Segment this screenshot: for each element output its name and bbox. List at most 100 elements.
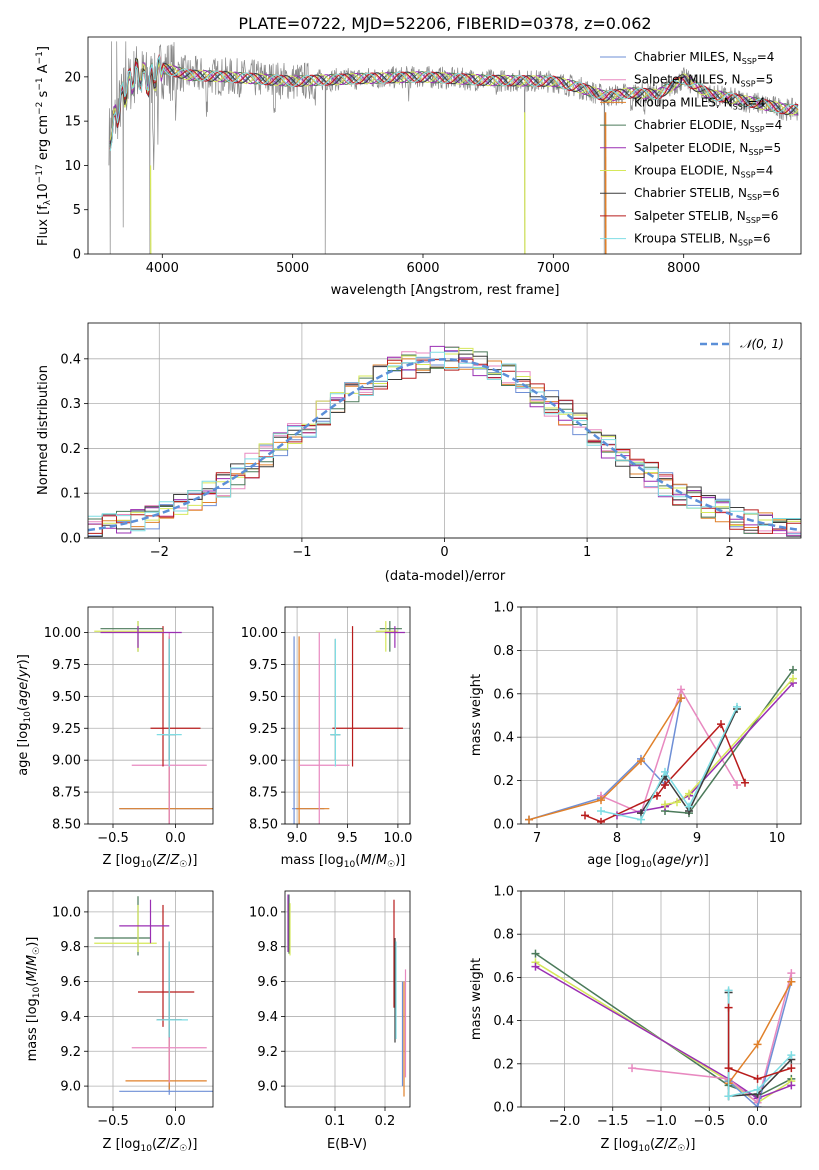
weight-marker-chabrier_miles [753,1103,762,1107]
spectrum-xtick-label: 8000 [667,261,700,276]
weight-marker-kroupa_miles [597,796,605,805]
weight-marker-kroupa_stelib [597,806,605,815]
weight_vs_Z-ytick-label: 0.8 [493,928,514,943]
mass_vs_ebv-ytick-label: 10.0 [249,905,278,920]
ageM-xlabel: mass [log10(M/M☉)] [281,853,406,870]
mE-xlabel: E(B-V) [327,1137,367,1152]
mass_vs_Z-frame [87,890,214,1108]
weight_vs_age-ytick-label: 0.8 [493,644,514,659]
weight-line-kroupa_elodie [535,961,792,1104]
mass_vs_Z-ytick-label: 9.6 [60,975,81,990]
residuals-ytick-label: 0.2 [60,442,81,457]
age_vs_mass-plot-area [292,621,405,824]
normal-curve [88,358,801,532]
weight-marker-chabrier_elodie [789,665,797,674]
mZ-ylabel: mass [log10(M/M☉)] [25,937,42,1062]
mass_vs_Z-ytick-label: 9.0 [60,1080,81,1095]
legend-label-salpeter_elodie: Salpeter ELODIE, NSSP=5 [634,141,781,157]
legend-label-salpeter_stelib: Salpeter STELIB, NSSP=6 [634,209,778,225]
weight-line-chabrier_elodie [664,669,794,814]
age-vs-mass-panel: 9.0 9.5 10.08.508.759.009.259.509.7510.00 … [241,606,412,870]
weight-marker-kroupa_miles [677,694,685,703]
weight-marker-salpeter_stelib [753,1074,762,1083]
weight-line-kroupa_miles [528,697,682,821]
mass_vs_ebv-ytick-label: 9.4 [257,1010,278,1025]
age-vs-metallicity-panel: −0.5 0.0 8.50 8.75 9.00 9.25 9.50 9.75 10.00 Z [… [16,606,214,870]
legend-label-chabrier_miles: Chabrier MILES, NSSP=4 [634,50,774,66]
spectrum-plot-area [108,41,799,254]
spectrum-panel: PLATE=0722, MJD=52206, FIBERID=0378, z=0… [35,14,802,298]
mass_vs_Z-xtick-label: −0.5 [97,1114,129,1129]
age_vs_mass-ytick-label: 8.75 [249,786,278,801]
mass_vs_Z-ytick-label: 9.2 [60,1045,81,1060]
weight_vs_Z-ytick-label: 1.0 [493,885,514,900]
weight-vs-age-panel: 7 8 9 10 0.0 0.2 0.4 0.6 0.8 1.0 age [log10(age/y… [469,601,802,870]
weight-marker-salpeter_stelib [724,1003,733,1012]
weight_vs_Z-ytick-label: 0.0 [493,1101,514,1116]
weight-marker-salpeter_stelib [581,811,589,820]
age_vs_Z-ytick-label: 10.00 [44,626,81,641]
spectrum-frame [87,36,802,255]
weight-marker-kroupa_stelib [685,802,693,811]
mass_vs_ebv-ytick-label: 9.6 [257,975,278,990]
weight-marker-kroupa_elodie [685,789,693,798]
age_vs_mass-frame [284,606,411,825]
age_vs_Z-plot-area [94,621,213,824]
weight_vs_Z-plot-area [531,949,796,1107]
spectrum-xtick-label: 7000 [537,261,570,276]
mass_vs_Z-ytick-label: 9.4 [60,1010,81,1025]
residuals-ytick-label: 0.3 [60,397,81,412]
weight-marker-salpeter_stelib [741,778,749,787]
spectrum-ytick-label: 5 [73,203,81,218]
age_vs_mass-ytick-label: 10.00 [241,626,278,641]
age_vs_mass-ytick-label: 9.00 [249,754,278,769]
model-line-chabrier_elodie [109,61,799,148]
mass_vs_Z-plot-area [94,896,213,1095]
age_vs_mass-xtick-label: 10.0 [383,831,412,846]
mass_vs_ebv-ytick-label: 9.2 [257,1045,278,1060]
weight-marker-salpeter_miles [787,969,796,978]
age_vs_Z-xtick-label: −0.5 [97,831,129,846]
wZ-ylabel: mass weight [469,958,484,1040]
weight_vs_age-ytick-label: 0.6 [493,687,514,702]
weight-marker-kroupa_elodie [661,800,669,809]
weight-marker-kroupa_stelib [787,1051,796,1060]
age_vs_mass-xtick-label: 9.0 [287,831,308,846]
residuals-ytick-label: 0.0 [60,532,81,547]
weight-marker-kroupa_miles [637,757,645,766]
weight_vs_age-xtick-label: 8 [613,831,621,846]
weight-marker-kroupa_stelib [733,702,741,711]
weight-marker-kroupa_stelib [724,986,733,995]
weight-line-salpeter_miles [631,972,793,1105]
weight-marker-salpeter_miles [628,1064,637,1073]
mass-vs-ebv-panel: 0.1 0.2 9.0 9.2 9.4 9.6 9.8 10.0 E(B-V) [249,890,411,1152]
residuals-xtick-label: 0 [440,545,448,560]
weight-marker-kroupa_stelib [661,767,669,776]
legend-label-salpeter_miles: Salpeter MILES, NSSP=5 [634,73,773,89]
weight-marker-salpeter_miles [677,685,685,694]
residuals-ytick-label: 0.1 [60,487,81,502]
weight-marker-salpeter_stelib [787,1064,796,1073]
weight_vs_age-ytick-label: 1.0 [493,601,514,616]
weight-marker-kroupa_stelib [724,1092,733,1101]
mass_vs_Z-ytick-label: 10.0 [52,905,81,920]
age_vs_Z-ytick-label: 9.50 [52,690,81,705]
weight_vs_age-ytick-label: 0.0 [493,818,514,833]
weight-marker-salpeter_stelib [653,791,661,800]
weight-marker-kroupa_miles [753,1040,762,1049]
weight-line-salpeter_elodie [535,965,792,1100]
residuals-plot-area [88,345,801,537]
mass_vs_ebv-ytick-label: 9.8 [257,940,278,955]
weight_vs_Z-xtick-label: −0.5 [693,1114,725,1129]
histogram-kroupa_stelib [88,351,801,532]
legend-label-kroupa_miles: Kroupa MILES, NSSP=4 [634,95,765,111]
wAge-ylabel: mass weight [469,674,484,756]
residuals-ytick-label: 0.4 [60,352,81,367]
weight-marker-salpeter_miles [733,780,741,789]
spectrum-legend: Chabrier MILES, NSSP=4 Salpeter MILES, NS… [600,50,782,248]
weight-marker-kroupa_stelib [753,1085,762,1094]
residuals-legend: 𝒩(0, 1) [700,337,784,351]
weight-line-chabrier_miles [728,981,793,1107]
residuals-xtick-label: −2 [150,545,169,560]
